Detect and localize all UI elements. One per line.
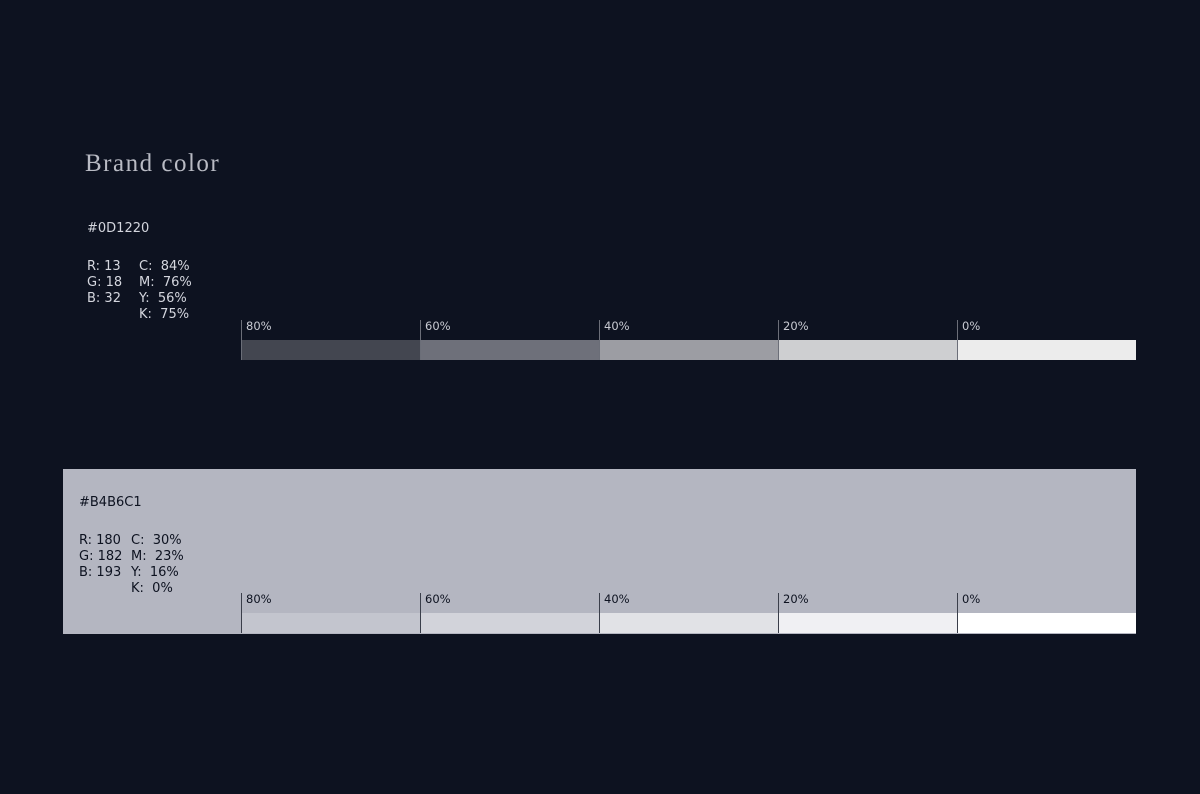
- tint-label: 40%: [604, 319, 630, 333]
- cmyk-value: M: 23%: [131, 549, 184, 564]
- tint-divider: [241, 320, 242, 360]
- tint-swatch: [778, 613, 957, 633]
- tint-divider: [957, 593, 958, 633]
- rgb-value: B: 193: [79, 565, 122, 580]
- rgb-value: R: 180: [79, 533, 121, 548]
- cmyk-value: K: 75%: [139, 307, 190, 322]
- tint-label: 80%: [246, 319, 272, 333]
- tint-divider: [778, 593, 779, 633]
- rgb-value: B: 32: [87, 291, 121, 306]
- tint-divider: [420, 593, 421, 633]
- tint-divider: [599, 593, 600, 633]
- tint-swatch: [241, 613, 420, 633]
- rgb-value: G: 182: [79, 549, 123, 564]
- cmyk-value: Y: 56%: [139, 291, 187, 306]
- cmyk-value: C: 84%: [139, 259, 190, 274]
- cmyk-value: Y: 16%: [131, 565, 179, 580]
- tint-label: 40%: [604, 592, 630, 606]
- tint-swatch: [957, 340, 1136, 360]
- tint-swatch: [599, 613, 778, 633]
- rgb-value: G: 18: [87, 275, 123, 290]
- tint-divider: [778, 320, 779, 360]
- tint-label: 20%: [783, 319, 809, 333]
- page-title: Brand color: [85, 150, 221, 177]
- tint-label: 80%: [246, 592, 272, 606]
- tint-swatch: [241, 340, 420, 360]
- tint-swatch: [420, 340, 599, 360]
- tint-label: 0%: [962, 319, 981, 333]
- tint-swatch: [420, 613, 599, 633]
- cmyk-value: M: 76%: [139, 275, 192, 290]
- hex-code: #0D1220: [87, 221, 150, 236]
- tint-label: 60%: [425, 592, 451, 606]
- tint-label: 20%: [783, 592, 809, 606]
- rgb-value: R: 13: [87, 259, 121, 274]
- tint-divider: [957, 320, 958, 360]
- tint-divider: [420, 320, 421, 360]
- tint-divider: [599, 320, 600, 360]
- hex-code: #B4B6C1: [79, 495, 142, 510]
- tint-swatch: [599, 340, 778, 360]
- tint-divider: [241, 593, 242, 633]
- cmyk-value: K: 0%: [131, 581, 173, 596]
- cmyk-value: C: 30%: [131, 533, 182, 548]
- tint-swatch: [778, 340, 957, 360]
- tint-label: 60%: [425, 319, 451, 333]
- tint-swatch: [957, 613, 1136, 633]
- tint-label: 0%: [962, 592, 981, 606]
